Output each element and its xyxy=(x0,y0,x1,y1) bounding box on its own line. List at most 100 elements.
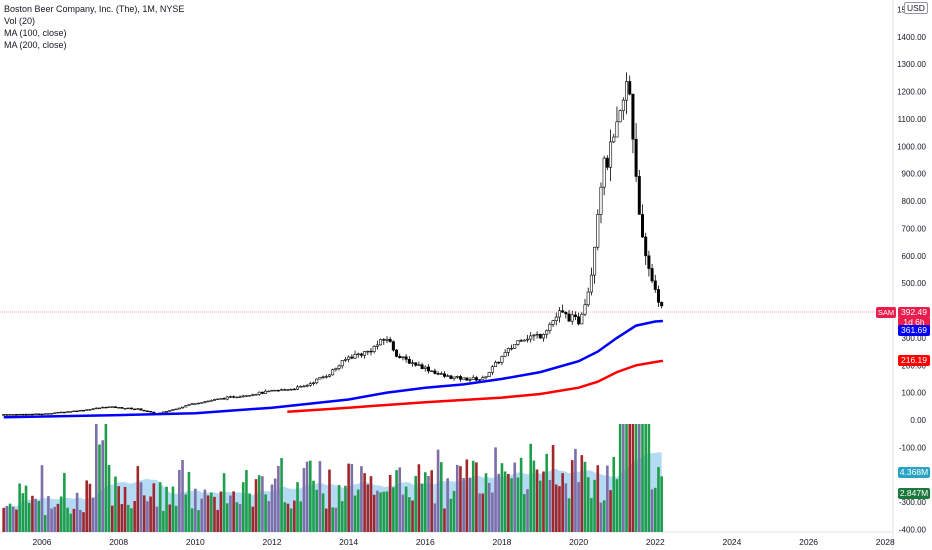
volume-bar xyxy=(462,477,465,532)
candle-body xyxy=(305,384,309,387)
candle-body xyxy=(14,414,18,416)
symbol-badge: SAM xyxy=(876,307,896,318)
ma100-line xyxy=(3,319,663,419)
candle-body xyxy=(37,413,41,415)
candle-body xyxy=(296,386,300,390)
time-axis[interactable]: 2006 2008 2010 2012 2014 2016 2018 2020 2022 2024… xyxy=(33,537,895,547)
volume-bar xyxy=(126,504,130,532)
time-tick-label: 2020 xyxy=(569,537,588,547)
candle-body xyxy=(177,407,181,410)
candle-body xyxy=(522,339,526,342)
candle-body xyxy=(426,366,430,372)
price-tick-label: 500.00 xyxy=(902,279,927,288)
volume-bar xyxy=(468,477,472,532)
volume-bar xyxy=(577,482,580,532)
currency-label[interactable]: USD xyxy=(904,2,928,14)
price-axis[interactable]: 1500.001400.001300.001200.001100.001000.… xyxy=(897,5,926,534)
volume-bar xyxy=(459,466,462,532)
time-tick-label: 2006 xyxy=(33,537,52,547)
candle-body xyxy=(251,394,255,396)
price-tick-label: 1300.00 xyxy=(897,60,926,69)
volume-bar xyxy=(379,492,382,532)
volume-bar xyxy=(174,505,178,532)
volume-bar xyxy=(561,473,564,532)
candle-body xyxy=(142,409,146,412)
volume-ma-badge: 2.847M xyxy=(898,488,930,499)
volume-bar xyxy=(641,424,644,532)
volume-bar xyxy=(554,484,558,532)
volume-bar xyxy=(324,508,328,532)
candle-body xyxy=(631,93,635,140)
volume-bar xyxy=(293,500,296,532)
volume-bar xyxy=(302,468,306,532)
volume-bar xyxy=(280,458,283,532)
volume-bar xyxy=(130,508,133,532)
volume-bar xyxy=(168,504,172,532)
volume-bar xyxy=(155,506,159,532)
volume-bar xyxy=(101,440,104,532)
candle-body xyxy=(241,395,245,398)
volume-bar xyxy=(75,492,79,532)
volume-bar xyxy=(523,493,526,532)
candle-body xyxy=(490,366,494,373)
volume-bar xyxy=(545,453,548,532)
candle-body xyxy=(69,411,73,413)
candle-body xyxy=(238,396,242,398)
legend-ma200[interactable]: MA (200, close) xyxy=(4,40,67,50)
volume-bar xyxy=(590,498,593,532)
legend-volume[interactable]: Vol (20) xyxy=(4,16,36,26)
candle-body xyxy=(24,413,28,416)
candle-body xyxy=(340,360,344,367)
volume-bar xyxy=(417,464,421,532)
volume-bar xyxy=(31,495,34,532)
candle-body xyxy=(541,333,545,339)
candle-body xyxy=(327,374,331,377)
time-tick-label: 2026 xyxy=(799,537,818,547)
volume-bar xyxy=(653,487,657,532)
volume-bar xyxy=(420,483,424,532)
candle-body xyxy=(72,410,76,413)
ma200-line xyxy=(287,359,664,414)
volume-bar xyxy=(53,506,57,532)
volume-bar xyxy=(484,473,488,532)
candle-body xyxy=(567,313,571,322)
candle-body xyxy=(621,99,625,111)
candle-body xyxy=(545,330,549,335)
time-tick-label: 2014 xyxy=(339,537,358,547)
candle-body xyxy=(481,377,485,380)
volume-bar xyxy=(37,500,41,532)
volume-bar xyxy=(149,496,152,532)
candle-body xyxy=(174,408,178,411)
candle-body xyxy=(573,314,577,317)
volume-bar xyxy=(609,490,612,532)
candle-body xyxy=(235,396,239,399)
volume-bar xyxy=(66,507,69,532)
price-tick-label: 700.00 xyxy=(902,224,927,233)
candle-body xyxy=(53,412,57,414)
volume-bar xyxy=(538,480,542,532)
candle-body xyxy=(318,377,322,380)
volume-bar xyxy=(650,489,654,532)
candle-body xyxy=(107,406,111,408)
candle-body xyxy=(589,274,593,293)
volume-bar xyxy=(82,512,85,532)
volume-bar xyxy=(34,498,37,532)
volume-bar xyxy=(146,501,149,532)
volume-bar xyxy=(494,447,497,532)
volume-bar xyxy=(452,490,456,532)
volume-bar xyxy=(245,470,248,532)
candle-body xyxy=(200,402,204,404)
candle-body xyxy=(417,364,421,366)
volume-bar xyxy=(567,498,571,532)
candle-body xyxy=(283,389,287,391)
legend-title[interactable]: Boston Beer Company, Inc. (The), 1M, NYS… xyxy=(4,4,185,14)
candle-body xyxy=(181,406,185,409)
volume-bar xyxy=(200,498,204,532)
candle-body xyxy=(113,406,117,409)
legend-ma100[interactable]: MA (100, close) xyxy=(4,28,67,38)
volume-bar xyxy=(449,498,453,532)
candle-body xyxy=(321,376,325,378)
candle-body xyxy=(526,338,530,341)
price-tick-label: 1400.00 xyxy=(897,33,926,42)
